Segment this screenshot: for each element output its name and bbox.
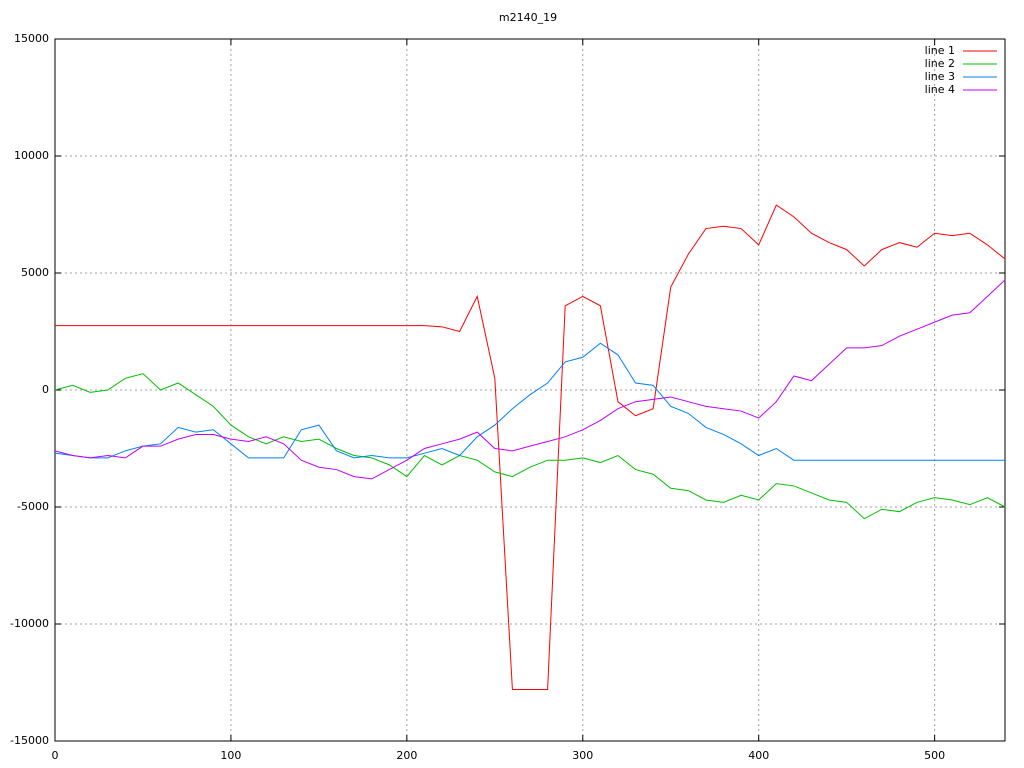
y-tick-label: 5000	[21, 266, 49, 279]
y-tick-label: -5000	[17, 500, 49, 513]
series-line	[54, 342, 1005, 461]
legend-label: line 4	[925, 83, 955, 96]
legend-label: line 2	[925, 57, 955, 70]
x-tick-label: 300	[572, 749, 593, 762]
x-tick-label: 400	[748, 749, 769, 762]
y-tick-label: -10000	[10, 617, 49, 630]
x-tick-label: 0	[52, 749, 59, 762]
y-tick-label: 10000	[14, 149, 49, 162]
series-line	[55, 204, 1006, 691]
y-tick-label: -15000	[10, 734, 49, 747]
y-tick-label: 15000	[14, 32, 49, 45]
series-line	[54, 373, 1006, 520]
legend-label: line 3	[925, 70, 955, 83]
legend-label: line 1	[925, 44, 955, 57]
x-tick-label: 500	[924, 749, 945, 762]
x-tick-label: 100	[220, 749, 241, 762]
y-tick-label: 0	[42, 383, 49, 396]
chart-title: m2140_19	[499, 11, 557, 24]
series-line	[54, 279, 1006, 480]
x-tick-label: 200	[396, 749, 417, 762]
